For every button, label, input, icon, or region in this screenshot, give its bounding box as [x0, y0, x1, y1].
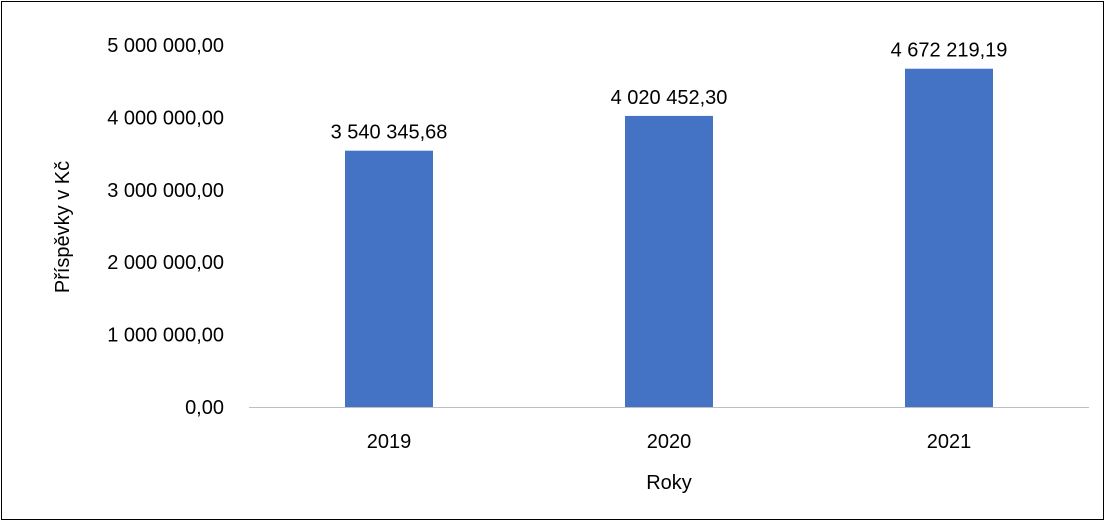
y-tick-label: 5 000 000,00 [107, 35, 224, 57]
data-label-2019: 3 540 345,68 [331, 122, 448, 144]
y-axis-title: Příspěvky v Kč [52, 161, 74, 293]
y-tick-label: 4 000 000,00 [107, 107, 224, 129]
x-tick-label: 2019 [367, 431, 412, 453]
bars-group [345, 68, 993, 408]
bar-2019 [345, 150, 433, 408]
x-axis-ticks: 2019 2020 2021 [367, 431, 972, 453]
data-labels-group: 3 540 345,68 4 020 452,30 4 672 219,19 [331, 40, 1008, 144]
bar-2020 [625, 115, 713, 407]
x-tick-label: 2020 [647, 431, 692, 453]
data-label-2021: 4 672 219,19 [891, 40, 1008, 62]
x-tick-label: 2021 [927, 431, 972, 453]
y-axis-ticks: 0,00 1 000 000,00 2 000 000,00 3 000 000,00… [107, 35, 224, 419]
bar-2021 [905, 68, 993, 408]
y-tick-label: 2 000 000,00 [107, 252, 224, 274]
y-tick-label: 3 000 000,00 [107, 180, 224, 202]
y-tick-label: 0,00 [185, 397, 224, 419]
y-tick-label: 1 000 000,00 [107, 325, 224, 347]
x-axis-title: Roky [646, 472, 692, 494]
data-label-2020: 4 020 452,30 [611, 87, 728, 109]
